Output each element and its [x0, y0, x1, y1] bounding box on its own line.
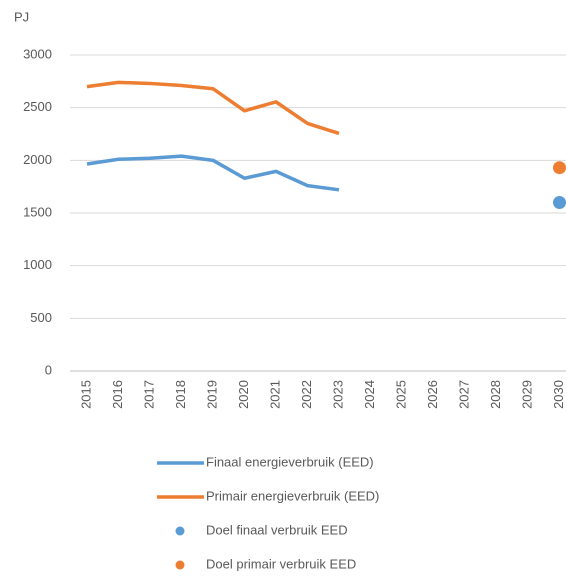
legend-label: Finaal energieverbruik (EED) [206, 454, 374, 469]
x-tick-label: 2030 [551, 380, 566, 409]
legend-label: Doel finaal verbruik EED [206, 522, 348, 537]
y-axis-label: PJ [14, 9, 29, 24]
x-tick-label: 2017 [141, 380, 156, 409]
y-tick-label: 2500 [23, 99, 52, 114]
x-tick-label: 2020 [236, 380, 251, 409]
legend-marker [175, 526, 185, 536]
x-tick-label: 2025 [393, 380, 408, 409]
y-tick-label: 1500 [23, 204, 52, 219]
y-tick-label: 3000 [23, 46, 52, 61]
target-point [553, 195, 566, 209]
legend-label: Primair energieverbruik (EED) [206, 488, 379, 503]
y-tick-label: 500 [30, 310, 52, 325]
y-tick-label: 1000 [23, 257, 52, 272]
x-tick-label: 2019 [204, 380, 219, 409]
x-tick-label: 2027 [456, 380, 471, 409]
x-tick-label: 2026 [425, 380, 440, 409]
x-tick-label: 2029 [519, 380, 534, 409]
series-line [86, 80, 340, 136]
series-line [86, 154, 340, 192]
x-tick-label: 2016 [110, 380, 125, 409]
target-point [553, 161, 566, 175]
x-tick-label: 2028 [488, 380, 503, 409]
x-tick-label: 2018 [173, 380, 188, 409]
x-tick-label: 2022 [299, 380, 314, 409]
legend-label: Doel primair verbruik EED [206, 556, 356, 571]
x-tick-label: 2024 [362, 380, 377, 409]
x-tick-label: 2023 [330, 380, 345, 409]
y-tick-label: 2000 [23, 152, 52, 167]
legend-marker [175, 560, 185, 570]
x-tick-label: 2021 [267, 380, 282, 409]
y-tick-label: 0 [45, 362, 52, 377]
x-tick-label: 2015 [78, 380, 93, 409]
